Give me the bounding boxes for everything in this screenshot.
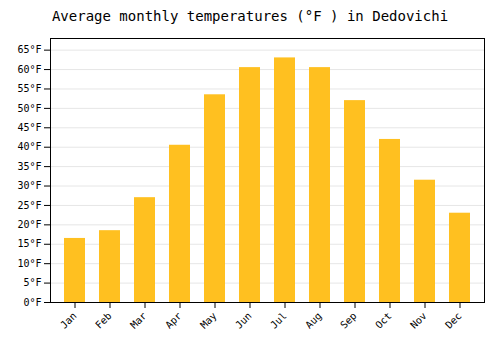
svg-text:55°F: 55°F — [17, 83, 41, 94]
html-text:Average monthly temperatures (: Average monthly temperatures (°F ) in De… — [51, 8, 449, 24]
svg-text:Mar: Mar — [128, 310, 149, 331]
svg-text:Apr: Apr — [163, 310, 184, 331]
svg-text:35°F: 35°F — [17, 161, 41, 172]
svg-text:Aug: Aug — [303, 310, 324, 331]
svg-text:Jan: Jan — [58, 310, 79, 331]
svg-text:Jun: Jun — [233, 310, 254, 331]
svg-text:50°F: 50°F — [17, 103, 41, 114]
svg-text:0°F: 0°F — [23, 297, 41, 308]
svg-text:May: May — [198, 310, 219, 331]
svg-text:Sep: Sep — [338, 310, 359, 331]
svg-text:20°F: 20°F — [17, 219, 41, 230]
svg-text:Nov: Nov — [408, 310, 429, 331]
svg-text:Feb: Feb — [93, 310, 114, 331]
svg-text:15°F: 15°F — [17, 238, 41, 249]
svg-text:Jul: Jul — [268, 310, 289, 331]
svg-text:25°F: 25°F — [17, 200, 41, 211]
svg-text:65°F: 65°F — [17, 44, 41, 55]
svg-text:60°F: 60°F — [17, 64, 41, 75]
svg-text:Oct: Oct — [373, 310, 394, 331]
svg-text:Dec: Dec — [443, 310, 464, 331]
svg-text:30°F: 30°F — [17, 180, 41, 191]
svg-text:45°F: 45°F — [17, 122, 41, 133]
svg-text:5°F: 5°F — [23, 277, 41, 288]
svg-text:10°F: 10°F — [17, 258, 41, 269]
svg-text:40°F: 40°F — [17, 141, 41, 152]
